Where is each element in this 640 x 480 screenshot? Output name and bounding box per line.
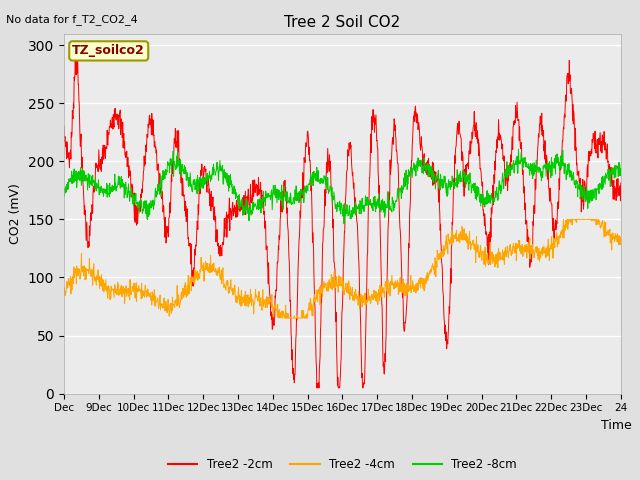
Title: Tree 2 Soil CO2: Tree 2 Soil CO2 [284,15,401,30]
Tree2 -8cm [60,193,68,199]
Line: Tree2 -8cm: Tree2 -8cm [64,149,621,224]
X-axis label: Time: Time [601,419,632,432]
Tree2 -2cm [60,123,68,129]
Tree2 -2cm [148,132,156,138]
Tree2 -4cm [60,290,68,296]
Line: Tree2 -4cm: Tree2 -4cm [64,219,621,318]
Tree2 -2cm [617,180,625,186]
Tree2 -8cm [617,166,625,171]
Tree2 -2cm [318,287,326,293]
Tree2 -8cm [340,221,348,227]
Text: No data for f_T2_CO2_4: No data for f_T2_CO2_4 [6,14,138,25]
Tree2 -8cm [515,146,522,152]
Tree2 -2cm [611,196,618,202]
Tree2 -8cm [474,192,482,198]
Tree2 -2cm [328,204,336,209]
Tree2 -8cm [328,185,335,191]
Tree2 -4cm [559,216,567,222]
Line: Tree2 -2cm: Tree2 -2cm [64,57,621,388]
Tree2 -8cm [317,175,325,181]
Y-axis label: CO2 (mV): CO2 (mV) [10,183,22,244]
Tree2 -2cm [313,385,321,391]
Tree2 -2cm [556,169,564,175]
Tree2 -2cm [72,54,80,60]
Tree2 -2cm [474,136,482,142]
Tree2 -8cm [147,205,155,211]
Tree2 -4cm [474,242,482,248]
Tree2 -8cm [556,167,564,173]
Tree2 -8cm [611,175,618,181]
Tree2 -4cm [556,234,563,240]
Tree2 -4cm [617,234,625,240]
Legend: Tree2 -2cm, Tree2 -4cm, Tree2 -8cm: Tree2 -2cm, Tree2 -4cm, Tree2 -8cm [163,454,522,476]
Tree2 -4cm [611,234,618,240]
Text: TZ_soilco2: TZ_soilco2 [72,44,145,58]
Tree2 -4cm [328,287,336,292]
Tree2 -4cm [275,315,283,321]
Tree2 -4cm [317,290,325,296]
Tree2 -4cm [147,296,155,302]
